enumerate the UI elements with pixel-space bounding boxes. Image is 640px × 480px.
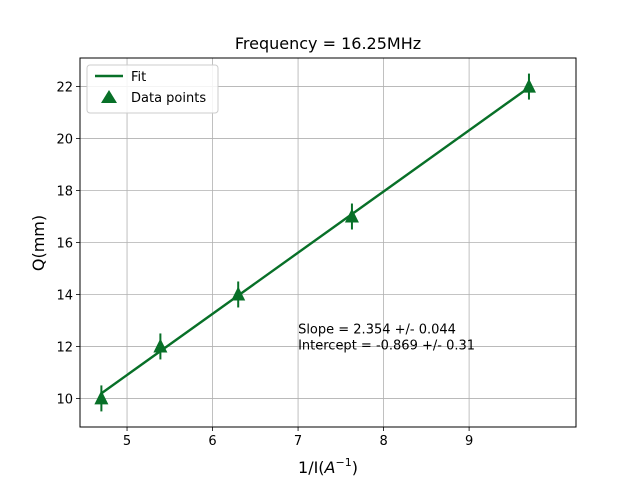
- x-axis-label-exponent: −1: [336, 456, 352, 469]
- chart-title: Frequency = 16.25MHz: [235, 34, 421, 53]
- fit-annotation: Slope = 2.354 +/- 0.044 Intercept = -0.8…: [298, 322, 475, 353]
- y-tick-label: 12: [56, 340, 73, 355]
- y-tick-label: 18: [56, 185, 73, 200]
- grid: [80, 58, 576, 427]
- x-tick-label: 5: [123, 434, 131, 449]
- data-point: [153, 338, 168, 353]
- x-axis-ticks: 5 6 7 8 9: [123, 427, 473, 449]
- legend-fit-label: Fit: [131, 70, 146, 85]
- y-tick-label: 10: [56, 392, 73, 407]
- x-tick-label: 8: [379, 434, 387, 449]
- y-axis-label: Q(mm): [29, 215, 48, 271]
- x-axis-label-close: ): [352, 458, 358, 477]
- y-tick-label: 16: [56, 237, 73, 252]
- y-tick-label: 20: [56, 133, 73, 148]
- x-tick-label: 9: [465, 434, 473, 449]
- data-points-series: [94, 73, 536, 412]
- data-point: [231, 286, 246, 301]
- annotation-intercept: Intercept = -0.869 +/- 0.31: [298, 338, 475, 353]
- legend-points-marker: [101, 90, 117, 103]
- legend: Fit Data points: [86, 64, 219, 114]
- y-tick-label: 14: [56, 288, 73, 303]
- x-axis-label: 1/I(A−1): [298, 456, 358, 477]
- x-axis-label-symbol: A: [324, 458, 336, 477]
- data-point: [344, 208, 359, 223]
- data-point: [94, 390, 109, 405]
- fit-line: [100, 86, 530, 395]
- legend-points-label: Data points: [131, 91, 206, 106]
- fit-series: [100, 86, 530, 395]
- x-tick-label: 7: [294, 434, 302, 449]
- y-tick-label: 22: [56, 81, 73, 96]
- data-point: [521, 78, 536, 93]
- x-tick-label: 6: [208, 434, 216, 449]
- annotation-slope: Slope = 2.354 +/- 0.044: [298, 322, 456, 337]
- y-axis-ticks: 10 12 14 16 18 20 22: [56, 81, 80, 407]
- x-axis-label-base: 1/I(: [298, 458, 325, 477]
